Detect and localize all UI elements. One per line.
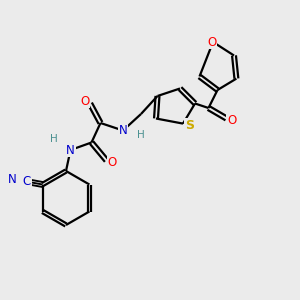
- Text: N: N: [8, 172, 16, 186]
- Text: O: O: [207, 35, 216, 49]
- Text: S: S: [185, 118, 194, 132]
- Text: N: N: [66, 143, 75, 157]
- Text: H: H: [50, 134, 58, 145]
- Text: C: C: [22, 175, 31, 188]
- Text: O: O: [107, 156, 116, 170]
- Text: O: O: [80, 94, 89, 108]
- Text: O: O: [227, 113, 236, 127]
- Text: N: N: [118, 124, 127, 137]
- Text: H: H: [137, 130, 145, 140]
